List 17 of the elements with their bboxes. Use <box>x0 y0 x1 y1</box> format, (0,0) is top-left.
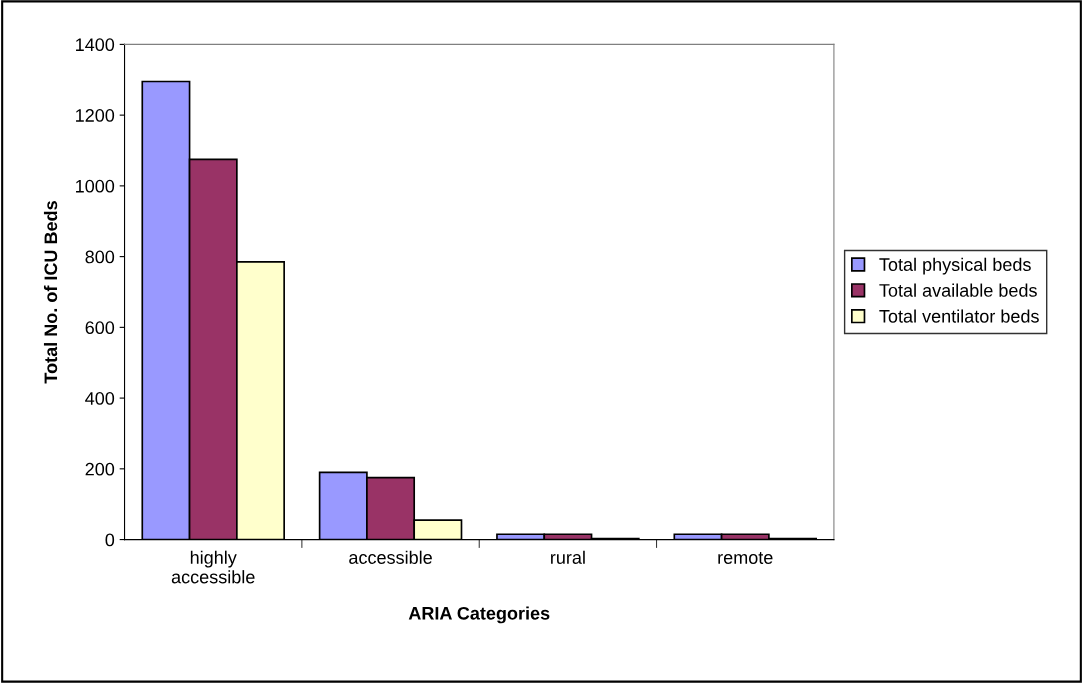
x-tick-label: remote <box>718 552 773 564</box>
legend-label: Total available beds <box>879 283 1037 297</box>
x-tick-label: rural <box>551 550 585 564</box>
legend-label: Total physical beds <box>879 257 1031 275</box>
y-tick-label: 400 <box>85 392 115 405</box>
y-tick-label: 1000 <box>76 179 115 193</box>
y-tick-label: 600 <box>85 321 115 335</box>
y-tick-label: 1200 <box>76 109 115 122</box>
legend-label: Total ventilator beds <box>879 309 1039 323</box>
x-tick-label: highly accessible <box>171 550 255 584</box>
y-axis-title: Total No. of ICU Beds <box>43 201 58 384</box>
x-tick-label: accessible <box>349 550 432 564</box>
x-axis-title: ARIA Categories <box>408 606 550 624</box>
y-tick-label: 1400 <box>76 38 115 52</box>
y-tick-label: 200 <box>85 462 115 476</box>
y-tick-label: 0 <box>105 533 115 547</box>
y-tick-label: 800 <box>85 250 115 264</box>
